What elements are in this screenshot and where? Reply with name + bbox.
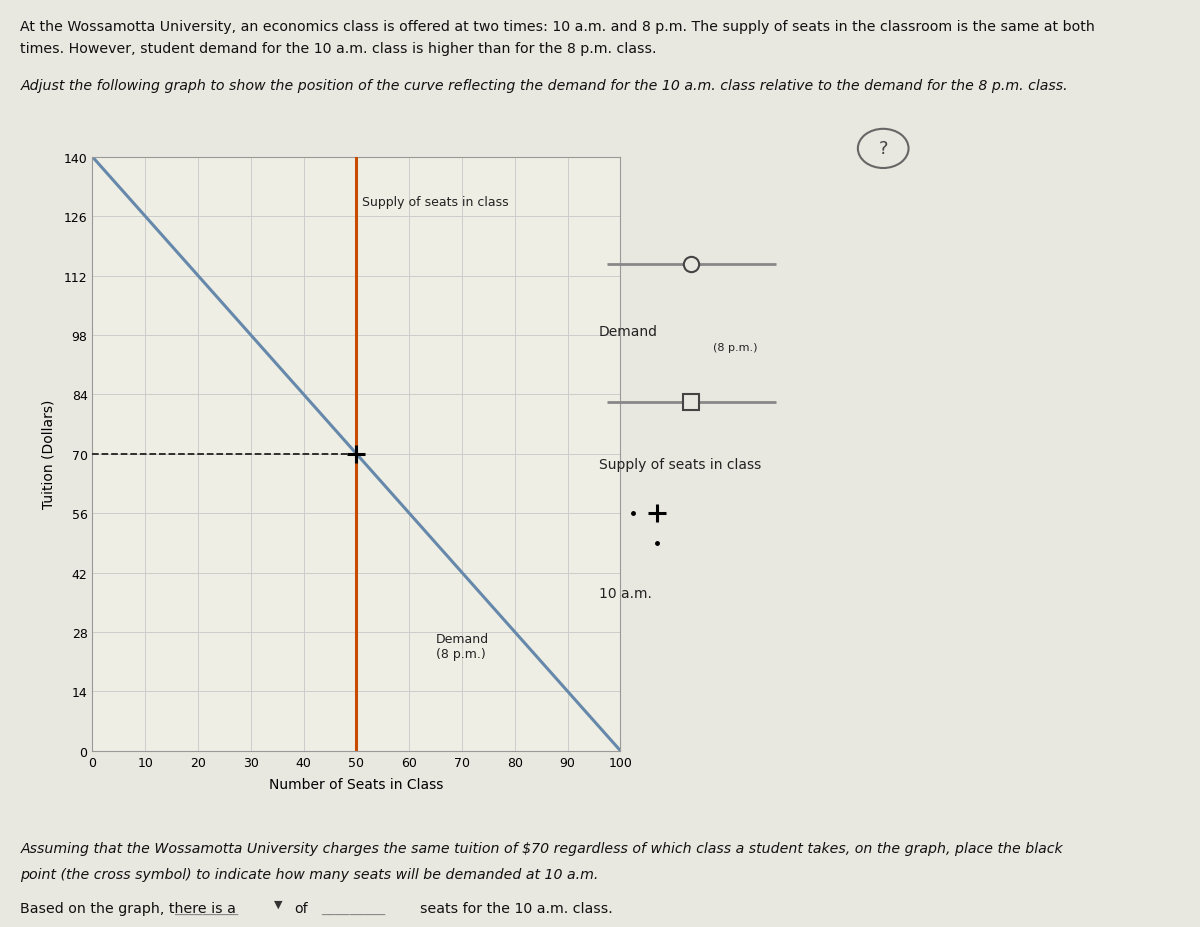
Text: times. However, student demand for the 10 a.m. class is higher than for the 8 p.: times. However, student demand for the 1… — [20, 42, 656, 56]
Text: ▼: ▼ — [274, 898, 282, 908]
Text: Supply of seats in class: Supply of seats in class — [599, 458, 761, 472]
Text: Supply of seats in class: Supply of seats in class — [361, 196, 509, 209]
Y-axis label: Tuition (Dollars): Tuition (Dollars) — [42, 400, 55, 509]
Text: (8 p.m.): (8 p.m.) — [713, 342, 757, 352]
Text: Demand
(8 p.m.): Demand (8 p.m.) — [436, 632, 488, 660]
X-axis label: Number of Seats in Class: Number of Seats in Class — [269, 777, 444, 791]
Text: of: of — [294, 901, 307, 915]
Text: point (the cross symbol) to indicate how many seats will be demanded at 10 a.m.: point (the cross symbol) to indicate how… — [20, 867, 599, 881]
Text: Based on the graph, there is a: Based on the graph, there is a — [20, 901, 236, 915]
Text: _________: _________ — [174, 901, 238, 915]
Text: 10 a.m.: 10 a.m. — [599, 586, 652, 601]
Text: ?: ? — [878, 140, 888, 159]
Text: _________: _________ — [322, 901, 385, 915]
Text: Assuming that the Wossamotta University charges the same tuition of $70 regardle: Assuming that the Wossamotta University … — [20, 841, 1063, 855]
Text: Adjust the following graph to show the position of the curve reflecting the dema: Adjust the following graph to show the p… — [20, 79, 1068, 93]
Text: At the Wossamotta University, an economics class is offered at two times: 10 a.m: At the Wossamotta University, an economi… — [20, 20, 1096, 34]
Text: seats for the 10 a.m. class.: seats for the 10 a.m. class. — [420, 901, 613, 915]
Text: Demand: Demand — [599, 325, 658, 339]
